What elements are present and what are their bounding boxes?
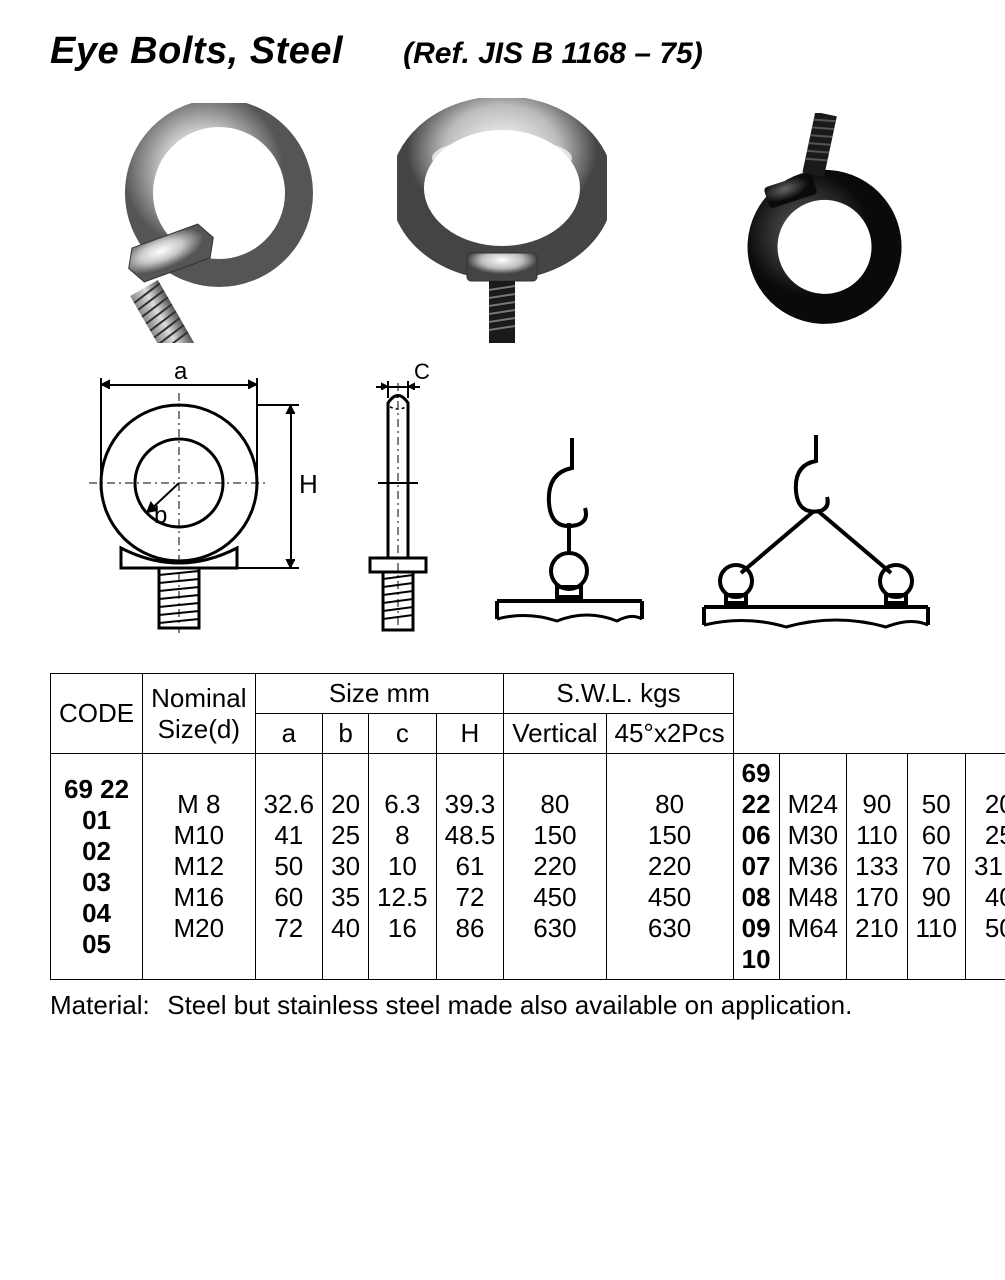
dim-label-c: C [414, 363, 430, 384]
dim-label-H: H [299, 469, 318, 499]
th-nominal-text: Nominal Size(d) [151, 683, 246, 744]
th-angle: 45°x2Pcs [606, 714, 733, 754]
value-cell-a: 32.641506072 [255, 754, 323, 980]
value-cell-b: 2025303540 [323, 754, 369, 980]
value-cell-H: 39.348.5617286 [436, 754, 504, 980]
code-cell: 69 22 0607080910 [733, 754, 779, 980]
th-vertical: Vertical [504, 714, 606, 754]
material-note: Material: Steel but stainless steel made… [50, 990, 955, 1021]
usage-diagram-angled [686, 423, 946, 643]
value-cell-v: 80150220450630 [504, 754, 606, 980]
material-text: Steel but stainless steel made also avai… [167, 990, 852, 1020]
material-label: Material: [50, 990, 160, 1021]
product-photo-3 [686, 113, 916, 333]
th-swl-group: S.W.L. kgs [504, 674, 733, 714]
page-title: Eye Bolts, Steel [50, 30, 343, 73]
th-a: a [255, 714, 323, 754]
th-b: b [323, 714, 369, 754]
dimension-diagram-front: a b H [59, 363, 319, 643]
product-photo-1 [89, 103, 319, 343]
photo-row [50, 93, 955, 353]
usage-diagram-vertical [477, 423, 667, 643]
product-photo-2 [397, 98, 607, 348]
value-cell-ang: 80150220450630 [606, 754, 733, 980]
spec-table: CODE Nominal Size(d) Size mm S.W.L. kgs … [50, 673, 1005, 980]
code-cell: 69 22 0102030405 [51, 754, 143, 980]
value-cell-c: 6.381012.516 [369, 754, 437, 980]
header: Eye Bolts, Steel (Ref. JIS B 1168 – 75) [50, 30, 955, 73]
th-c: c [369, 714, 437, 754]
nominal-cell: M24M30M36M48M64 [779, 754, 847, 980]
th-code: CODE [51, 674, 143, 754]
th-nominal: Nominal Size(d) [143, 674, 255, 754]
dimension-diagram-side: C [338, 363, 458, 643]
reference: (Ref. JIS B 1168 – 75) [403, 37, 703, 71]
value-cell-a: 90110133170210 [847, 754, 907, 980]
th-size-group: Size mm [255, 674, 504, 714]
dim-label-a: a [174, 363, 188, 385]
th-H: H [436, 714, 504, 754]
nominal-cell: M 8M10M12M16M20 [143, 754, 255, 980]
value-cell-c: 202531.54050 [965, 754, 1005, 980]
dim-label-b: b [154, 502, 167, 529]
value-cell-b: 50607090110 [907, 754, 965, 980]
diagram-row: a b H [50, 363, 955, 643]
